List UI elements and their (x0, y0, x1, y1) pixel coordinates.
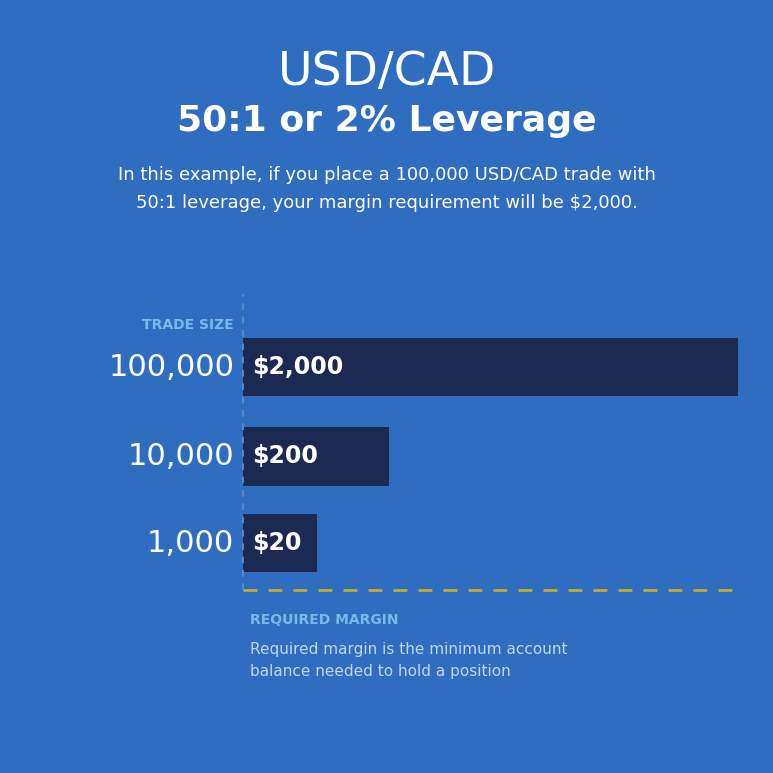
Bar (243, 338, 738, 397)
Text: 50:1 or 2% Leverage: 50:1 or 2% Leverage (177, 104, 596, 138)
Text: 1,000: 1,000 (147, 529, 234, 557)
Bar (243, 427, 390, 485)
Text: Required margin is the minimum account
balance needed to hold a position: Required margin is the minimum account b… (250, 642, 567, 679)
Text: REQUIRED MARGIN: REQUIRED MARGIN (250, 613, 398, 627)
Text: USD/CAD: USD/CAD (278, 50, 495, 95)
Bar (243, 514, 317, 572)
Text: $200: $200 (253, 444, 318, 468)
Text: $2,000: $2,000 (253, 355, 344, 380)
Text: In this example, if you place a 100,000 USD/CAD trade with
50:1 leverage, your m: In this example, if you place a 100,000 … (117, 166, 656, 212)
Text: 10,000: 10,000 (128, 442, 234, 471)
Text: 100,000: 100,000 (108, 352, 234, 382)
Text: TRADE SIZE: TRADE SIZE (142, 318, 234, 332)
Text: $20: $20 (253, 531, 301, 555)
